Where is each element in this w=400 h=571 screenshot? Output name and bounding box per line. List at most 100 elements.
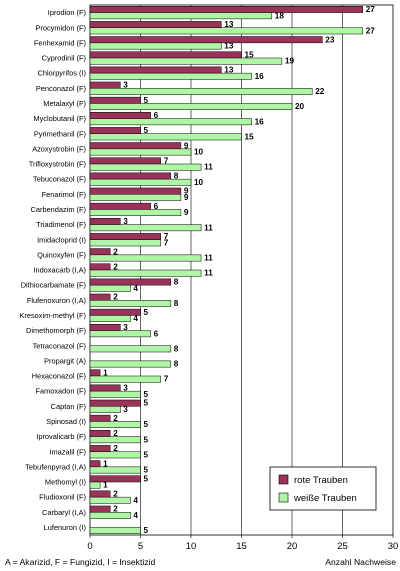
value-label-wei-e-trauben: 3: [123, 405, 128, 414]
bar-rote-trauben: [89, 21, 222, 28]
category-label: Imidacloprid (I): [37, 235, 86, 244]
value-label-wei-e-trauben: 8: [174, 299, 179, 308]
value-label-wei-e-trauben: 7: [164, 375, 169, 384]
value-label-rote-trauben: 2: [113, 490, 118, 499]
value-label-rote-trauben: 3: [123, 323, 128, 332]
category-label: Methomyl (I): [45, 478, 86, 487]
category-label: Chlorpyrifos (I): [38, 69, 86, 78]
bar-rote-trauben: [89, 187, 182, 195]
bar-wei-e-trauben: [89, 300, 172, 307]
value-label-rote-trauben: 9: [184, 187, 189, 196]
category-label: Cyprodinil (F): [42, 54, 86, 63]
value-label-wei-e-trauben: 19: [285, 57, 295, 66]
category-label: Propargit (A): [44, 356, 86, 365]
value-label-rote-trauben: 5: [144, 474, 149, 483]
bar-rote-trauben: [89, 414, 111, 422]
category-label: Tetraconazol (F): [33, 341, 86, 350]
value-label-rote-trauben: 5: [144, 96, 149, 105]
bar-rote-trauben: [89, 369, 101, 377]
value-label-wei-e-trauben: 22: [315, 87, 325, 96]
value-label-wei-e-trauben: 4: [133, 511, 138, 520]
value-label-wei-e-trauben: 5: [144, 526, 149, 535]
bar-rote-trauben: [89, 293, 111, 301]
category-label: Azoxystrobin (F): [32, 144, 86, 153]
bar-rote-trauben: [89, 96, 141, 104]
x-tick-label: 15: [236, 541, 247, 552]
footnote: A = Akarizid, F = Fungizid, I = Insektiz…: [5, 557, 155, 567]
bar-wei-e-trauben: [89, 481, 101, 489]
value-label-wei-e-trauben: 16: [255, 72, 265, 81]
category-label: Pyrimethanil (F): [34, 129, 86, 138]
bar-rote-trauben: [89, 51, 242, 59]
category-label: Kresoxim-methyl (F): [19, 311, 86, 320]
category-label: Myclobutanil (F): [33, 114, 86, 123]
category-label: Dithiocarbamate (F): [21, 281, 86, 290]
bar-wei-e-trauben: [89, 254, 202, 262]
value-label-rote-trauben: 2: [113, 414, 118, 423]
value-label-rote-trauben: 1: [103, 459, 108, 468]
category-label: Imazalil (F): [49, 447, 86, 456]
bar-wei-e-trauben: [89, 436, 141, 444]
bar-rote-trauben: [89, 475, 141, 483]
category-label: Captan (F): [51, 402, 86, 411]
value-label-rote-trauben: 2: [113, 505, 118, 514]
value-label-wei-e-trauben: 11: [204, 223, 213, 232]
bar-wei-e-trauben: [89, 178, 192, 186]
value-label-wei-e-trauben: 1: [103, 481, 108, 490]
category-label: Quinoxyfen (F): [37, 250, 86, 259]
bar-rote-trauben: [89, 218, 121, 225]
x-tick-label: 5: [138, 541, 143, 552]
value-label-rote-trauben: 3: [123, 384, 128, 393]
value-label-wei-e-trauben: 16: [255, 117, 265, 126]
category-label: Carbaryl (I,A): [42, 508, 86, 517]
bar-rote-trauben: [89, 505, 111, 513]
bar-rote-trauben: [89, 172, 172, 180]
bar-rote-trauben: [89, 112, 151, 119]
bar-rote-trauben: [89, 278, 172, 286]
value-label-rote-trauben: 13: [224, 66, 234, 75]
value-label-wei-e-trauben: 4: [133, 284, 138, 293]
bar-wei-e-trauben: [89, 345, 172, 353]
value-label-rote-trauben: 27: [366, 5, 376, 14]
bar-wei-e-trauben: [89, 406, 121, 413]
bar-rote-trauben: [89, 263, 111, 271]
category-label: Hexaconazol (F): [32, 372, 86, 381]
x-tick-label: 10: [186, 541, 197, 552]
x-tick-label: 25: [337, 541, 348, 552]
value-label-rote-trauben: 9: [184, 141, 189, 150]
bar-wei-e-trauben: [89, 224, 202, 232]
value-label-rote-trauben: 5: [144, 399, 149, 408]
value-label-wei-e-trauben: 9: [184, 193, 189, 202]
value-label-rote-trauben: 5: [144, 308, 149, 317]
bar-wei-e-trauben: [89, 239, 161, 247]
bar-wei-e-trauben: [89, 466, 141, 474]
bar-rote-trauben: [89, 460, 101, 468]
category-label: Dimethomorph (F): [26, 326, 86, 335]
legend-label-weisse-trauben: weiße Trauben: [293, 493, 357, 504]
value-label-wei-e-trauben: 4: [133, 496, 138, 505]
category-label: Iprodion (F): [48, 8, 86, 17]
value-label-rote-trauben: 2: [113, 262, 118, 271]
x-tick-label: 0: [87, 541, 92, 552]
value-label-rote-trauben: 5: [144, 126, 149, 135]
value-label-wei-e-trauben: 5: [144, 466, 149, 475]
category-label: Spinosad (I): [46, 417, 86, 426]
category-label: Fludioxonil (F): [39, 493, 86, 502]
bar-wei-e-trauben: [89, 72, 252, 80]
value-label-rote-trauben: 1: [103, 368, 108, 377]
bar-rote-trauben: [89, 81, 121, 89]
legend-swatch-rote-trauben: [278, 474, 289, 485]
bar-wei-e-trauben: [89, 148, 192, 156]
value-label-rote-trauben: 23: [325, 35, 335, 44]
value-label-wei-e-trauben: 15: [245, 132, 255, 141]
bar-rote-trauben: [89, 6, 363, 13]
value-label-rote-trauben: 2: [113, 247, 118, 256]
value-labels: 2718132723131519131632252061651591071181…: [103, 5, 375, 535]
bar-rote-trauben: [89, 66, 222, 74]
bar-wei-e-trauben: [89, 209, 182, 216]
value-label-wei-e-trauben: 5: [144, 435, 149, 444]
value-label-rote-trauben: 6: [154, 111, 159, 120]
value-label-wei-e-trauben: 11: [204, 269, 213, 278]
value-label-wei-e-trauben: 20: [295, 102, 305, 111]
bar-rote-trauben: [89, 384, 121, 392]
